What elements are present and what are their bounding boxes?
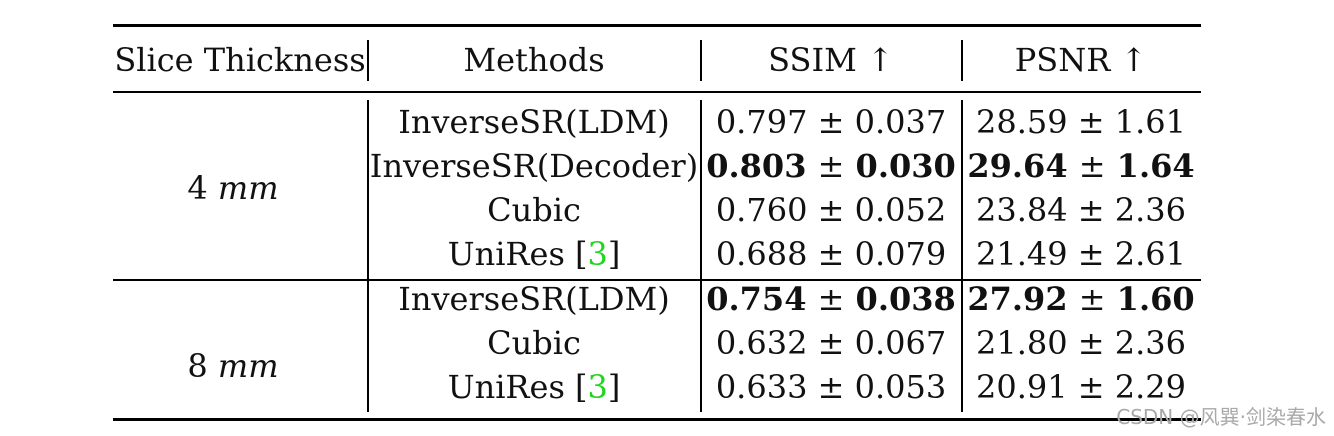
thickness-unit: mm [217,169,279,207]
ssim-cell: 0.797 ± 0.037 [716,106,946,138]
method-name: UniRes [ [447,368,588,406]
psnr-mean: 29.64 [967,147,1068,185]
thickness-label-4mm: 4 mm [187,172,278,204]
method-cell: InverseSR(LDM) [398,103,670,141]
citation-bracket: ] [607,368,621,406]
psnr-cell: 21.80 ± 2.36 [976,327,1186,359]
psnr-cell-best: 27.92 ± 1.60 [967,283,1194,315]
watermark: CSDN @风巽·剑染春水 [1116,405,1326,429]
psnr-cell-best: 29.64 ± 1.64 [967,150,1194,182]
ssim-std: 0.067 [854,324,947,362]
thickness-label-8mm: 8 mm [187,350,278,382]
psnr-mean: 20.91 [975,368,1068,406]
pm-symbol: ± [817,147,845,185]
ssim-std: 0.037 [854,103,947,141]
psnr-std: 2.36 [1114,324,1187,362]
pm-symbol: ± [817,368,845,406]
ssim-cell: 0.760 ± 0.052 [716,194,946,226]
pm-symbol: ± [817,324,845,362]
ssim-std: 0.052 [854,191,947,229]
psnr-std: 2.29 [1114,368,1187,406]
ssim-std: 0.079 [854,235,947,273]
pm-symbol: ± [1077,235,1105,273]
method-cell: Cubic [487,324,581,362]
header-slice-thickness: Slice Thickness [114,41,366,79]
psnr-mean: 21.49 [975,235,1068,273]
ssim-mean: 0.754 [706,280,807,318]
ssim-cell: 0.633 ± 0.053 [716,371,946,403]
ssim-std: 0.030 [855,147,956,185]
method-cell: UniRes [3] [448,238,621,270]
psnr-cell: 20.91 ± 2.29 [976,371,1186,403]
ssim-std: 0.038 [855,280,956,318]
citation-bracket: ] [607,235,621,273]
ssim-mean: 0.760 [715,191,808,229]
method-cell: Cubic [487,191,581,229]
psnr-cell: 28.59 ± 1.61 [976,106,1186,138]
pm-symbol: ± [817,191,845,229]
thickness-value: 4 [187,169,208,207]
psnr-mean: 21.80 [975,324,1068,362]
vrule-header-1 [367,40,369,81]
vrule-body-1 [367,100,369,412]
ssim-cell: 0.688 ± 0.079 [716,238,946,270]
psnr-mean: 23.84 [975,191,1068,229]
pm-symbol: ± [1077,191,1105,229]
vrule-body-3 [961,100,963,412]
group-rule [113,279,1201,281]
pm-symbol: ± [1077,103,1105,141]
ssim-cell-best: 0.754 ± 0.038 [706,283,956,315]
ssim-mean: 0.633 [715,368,808,406]
header-ssim: SSIM ↑ [768,41,894,79]
pm-symbol: ± [1077,324,1105,362]
header-methods: Methods [463,41,605,79]
thickness-unit: mm [217,347,279,385]
ssim-mean: 0.797 [715,103,808,141]
psnr-std: 2.36 [1114,191,1187,229]
vrule-body-2 [700,100,702,412]
method-cell: UniRes [3] [448,371,621,403]
psnr-mean: 27.92 [967,280,1068,318]
bottom-rule [113,418,1201,421]
vrule-header-3 [961,40,963,81]
psnr-std: 1.61 [1114,103,1187,141]
ssim-cell-best: 0.803 ± 0.030 [706,150,956,182]
ssim-mean: 0.803 [706,147,807,185]
psnr-std: 1.60 [1116,280,1195,318]
citation-link[interactable]: 3 [587,235,608,273]
thickness-value: 8 [187,347,208,385]
ssim-mean: 0.688 [715,235,808,273]
top-rule [113,24,1201,27]
pm-symbol: ± [817,103,845,141]
pm-symbol: ± [1078,280,1106,318]
ssim-cell: 0.632 ± 0.067 [716,327,946,359]
header-psnr: PSNR ↑ [1014,41,1148,79]
pm-symbol: ± [817,235,845,273]
ssim-std: 0.053 [854,368,947,406]
vrule-header-2 [700,40,702,81]
pm-symbol: ± [1077,368,1105,406]
psnr-cell: 23.84 ± 2.36 [976,194,1186,226]
psnr-cell: 21.49 ± 2.61 [976,238,1186,270]
method-name: UniRes [ [447,235,588,273]
pm-symbol: ± [817,280,845,318]
psnr-std: 2.61 [1114,235,1187,273]
pm-symbol: ± [1078,147,1106,185]
psnr-mean: 28.59 [975,103,1068,141]
method-cell: InverseSR(Decoder) [369,147,699,185]
header-rule [113,91,1201,93]
method-cell: InverseSR(LDM) [398,280,670,318]
psnr-std: 1.64 [1116,147,1195,185]
citation-link[interactable]: 3 [587,368,608,406]
ssim-mean: 0.632 [715,324,808,362]
